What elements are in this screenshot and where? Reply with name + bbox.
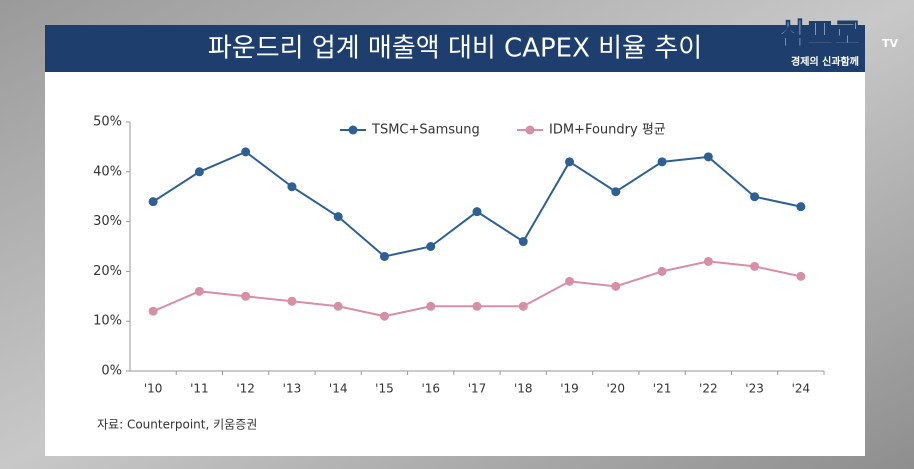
y-tick-label: 30% [93,214,122,229]
data-point [611,281,621,291]
data-point [518,237,528,247]
x-tick-label: '24 [792,382,811,396]
data-point [703,152,713,162]
x-tick-label: '15 [375,382,394,396]
data-point [565,157,575,167]
legend-label: TSMC+Samsung [371,123,480,138]
data-point [241,291,251,301]
legend-marker [348,125,358,135]
title-banner [45,25,865,72]
data-point [750,261,760,271]
x-tick-label: '19 [560,382,579,396]
data-point [194,167,204,177]
y-tick-label: 20% [93,264,122,279]
x-tick-label: '18 [514,382,533,396]
data-point [333,212,343,222]
x-tick-label: '17 [468,382,487,396]
y-tick-label: 10% [93,314,122,329]
data-point [194,286,204,296]
data-point [379,251,389,261]
data-point [518,301,528,311]
x-tick-label: '11 [190,382,209,396]
chart-title: 파운드리 업계 매출액 대비 CAPEX 비율 추이 [208,34,702,64]
x-tick-label: '10 [144,382,163,396]
data-point [703,256,713,266]
logo-name: 삼프로 [779,18,862,53]
data-point [472,207,482,217]
data-point [565,276,575,286]
data-point [611,187,621,197]
data-point [750,192,760,202]
legend-label: IDM+Foundry 평균 [549,123,666,138]
data-point [472,301,482,311]
data-point [657,157,667,167]
data-point [148,197,158,207]
x-tick-label: '16 [421,382,440,396]
logo-slogan: 경제의 신과함께 [791,55,859,68]
data-point [148,306,158,316]
data-point [426,242,436,251]
data-point [241,147,251,157]
x-tick-label: '12 [236,382,255,396]
y-tick-label: 50% [93,115,122,130]
data-point [287,296,297,306]
x-tick-label: '14 [329,382,348,396]
logo-tv: TV [882,37,899,50]
x-tick-label: '21 [653,382,672,396]
data-point [796,271,806,281]
y-tick-label: 40% [93,164,122,179]
data-point [796,202,806,212]
data-point [379,311,389,321]
source: 자료: Counterpoint, 키움증권 [97,418,257,432]
data-point [657,266,667,276]
data-point [333,301,343,311]
x-tick-label: '13 [283,382,302,396]
data-point [426,301,436,311]
data-point [287,182,297,192]
x-tick-label: '23 [745,382,764,396]
y-tick-label: 0% [101,364,122,379]
x-tick-label: '20 [607,382,626,396]
legend-marker [525,125,535,135]
x-tick-label: '22 [699,382,718,396]
